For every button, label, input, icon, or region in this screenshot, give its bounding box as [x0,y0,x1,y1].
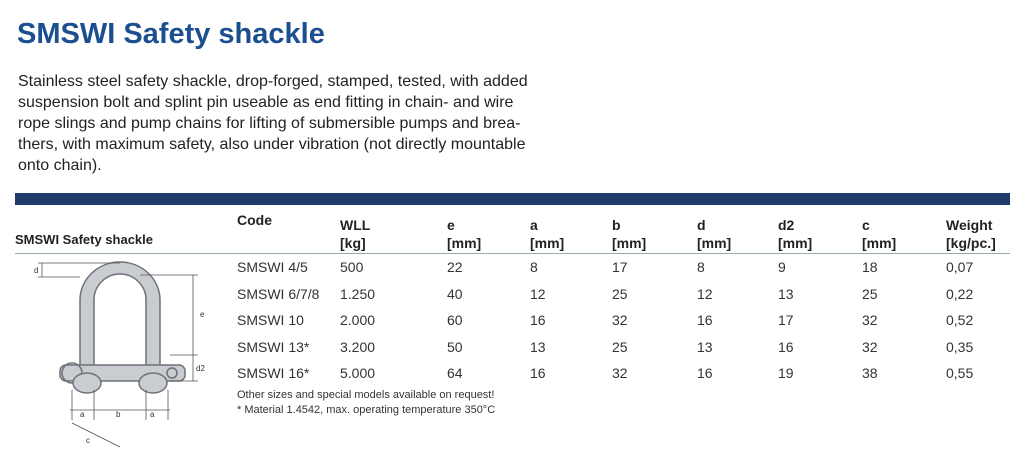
table-cell: SMSWI 4/5 [237,259,308,275]
table-cell: 2.000 [340,312,376,328]
column-header: d [697,217,706,233]
table-cell: 12 [697,285,713,302]
section-label: SMSWI Safety shackle [15,232,153,247]
column-header: [mm] [447,235,482,251]
table-cell: 38 [862,365,878,381]
table-cell: 32 [862,338,878,355]
table-cell: 40 [447,285,463,302]
column-header: b [612,217,621,233]
table-cell: 25 [612,338,628,355]
dimension-label: a [80,410,85,419]
description-line: suspension bolt and splint pin useable a… [18,94,514,111]
dimension-label: a [150,410,155,419]
table-cell: 8 [697,259,705,275]
description-line: thers, with maximum safety, also under v… [18,136,526,153]
column-header: d2 [778,217,795,233]
table-cell: 3.200 [340,338,376,355]
table-cell: 25 [612,285,628,302]
description-line: rope slings and pump chains for lifting … [18,115,521,132]
table-cell: SMSWI 16* [237,365,310,381]
table-cell: SMSWI 10 [237,312,304,328]
column-header: c [862,217,870,233]
table-cell: 25 [862,285,878,302]
column-header: [mm] [778,235,813,251]
description-line: Stainless steel safety shackle, drop-for… [18,73,528,90]
table-cell: 0,22 [946,285,974,302]
table-cell: 32 [612,312,628,328]
table-cell: 0,07 [946,259,974,275]
footnote: * Material 1.4542, max. operating temper… [237,404,496,416]
table-cell: 16 [697,365,713,381]
table-cell: 9 [778,259,786,275]
table-cell: 5.000 [340,365,376,381]
column-header: [kg/pc.] [946,235,996,251]
column-header: [mm] [697,235,732,251]
table-cell: 8 [530,259,538,275]
table-cell: 17 [778,312,794,328]
table-cell: 13 [697,338,713,355]
table-cell: 17 [612,259,628,275]
column-header: a [530,217,538,233]
table-cell: 16 [530,365,546,381]
shackle-diagram: d e d2 a b a c [34,261,205,448]
dimension-label: d2 [196,364,205,373]
column-header: Weight [946,217,993,233]
dimension-label: b [116,410,121,419]
table-cell: 13 [778,285,794,302]
column-header: [mm] [612,235,647,251]
dimension-label: e [200,310,205,319]
dimension-label: d [34,266,38,275]
table-cell: 16 [778,338,794,355]
column-header: e [447,217,455,233]
header-bar [15,193,1010,205]
column-header: WLL [340,217,371,233]
table-cell: SMSWI 13* [237,338,310,355]
table-cell: 0,35 [946,338,974,355]
rule [15,253,1010,254]
table-cell: 32 [862,312,878,328]
table-cell: 500 [340,259,364,275]
table-cell: 22 [447,259,463,275]
table-cell: 19 [778,365,794,381]
title: SMSWI Safety shackle [17,18,325,50]
table-cell: 0,52 [946,312,974,328]
column-header: Code [237,212,272,228]
table-cell: 0,55 [946,365,974,381]
column-header: [kg] [340,235,366,251]
table-cell: 1.250 [340,285,376,302]
dimension-label: c [86,436,90,445]
table-cell: 16 [697,312,713,328]
table-cell: 32 [612,365,628,381]
description-line: onto chain). [18,157,102,174]
table-cell: SMSWI 6/7/8 [237,285,320,302]
table-cell: 12 [530,285,546,302]
table-cell: 64 [447,365,463,381]
table-cell: 60 [447,312,463,328]
table-cell: 18 [862,259,878,275]
table-cell: 16 [530,312,546,328]
table-cell: 13 [530,338,546,355]
footnote: Other sizes and special models available… [237,389,495,401]
table-cell: 50 [447,338,463,355]
column-header: [mm] [862,235,897,251]
column-header: [mm] [530,235,565,251]
